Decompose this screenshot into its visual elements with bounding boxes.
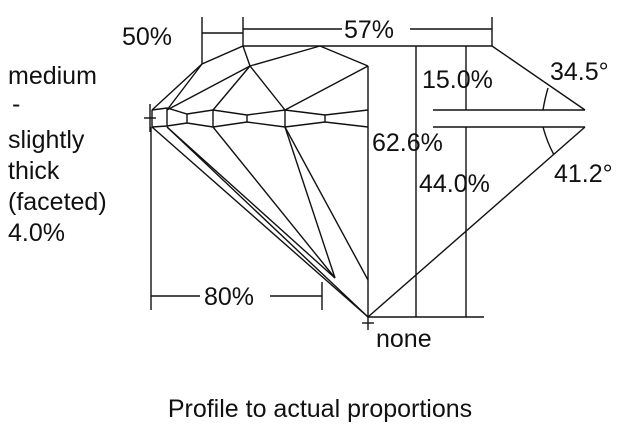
label-culet: none [376,325,432,353]
pavilion-facets [166,126,369,318]
label-crown-height: 15.0% [422,66,493,94]
label-table: 57% [344,16,394,44]
label-pavilion-angle: 41.2° [554,160,613,188]
label-lower-half: 80% [204,283,254,311]
girdle-label: medium - slightly thick (faceted) 4.0% [8,62,107,247]
girdle-top [151,107,369,116]
girdle-label-line: thick [8,157,60,185]
girdle-label-line: (faceted) [8,188,107,216]
crown-facets [166,45,369,111]
crown-angle-arc [542,87,549,111]
label-50pct: 50% [122,23,172,51]
dimension-lines [144,17,585,330]
girdle-label-line: slightly [8,126,85,154]
label-crown-angle: 34.5° [550,58,609,86]
girdle-label-line: medium [8,62,97,90]
pavilion-angle-arc [542,126,555,156]
diamond-outline [151,45,586,318]
girdle-label-line: 4.0% [8,219,65,247]
girdle-bottom [151,121,369,128]
caption: Profile to actual proportions [168,395,472,423]
girdle-label-line: - [12,90,20,118]
label-pavilion-depth: 44.0% [419,170,490,198]
label-total-depth: 62.6% [372,129,443,157]
